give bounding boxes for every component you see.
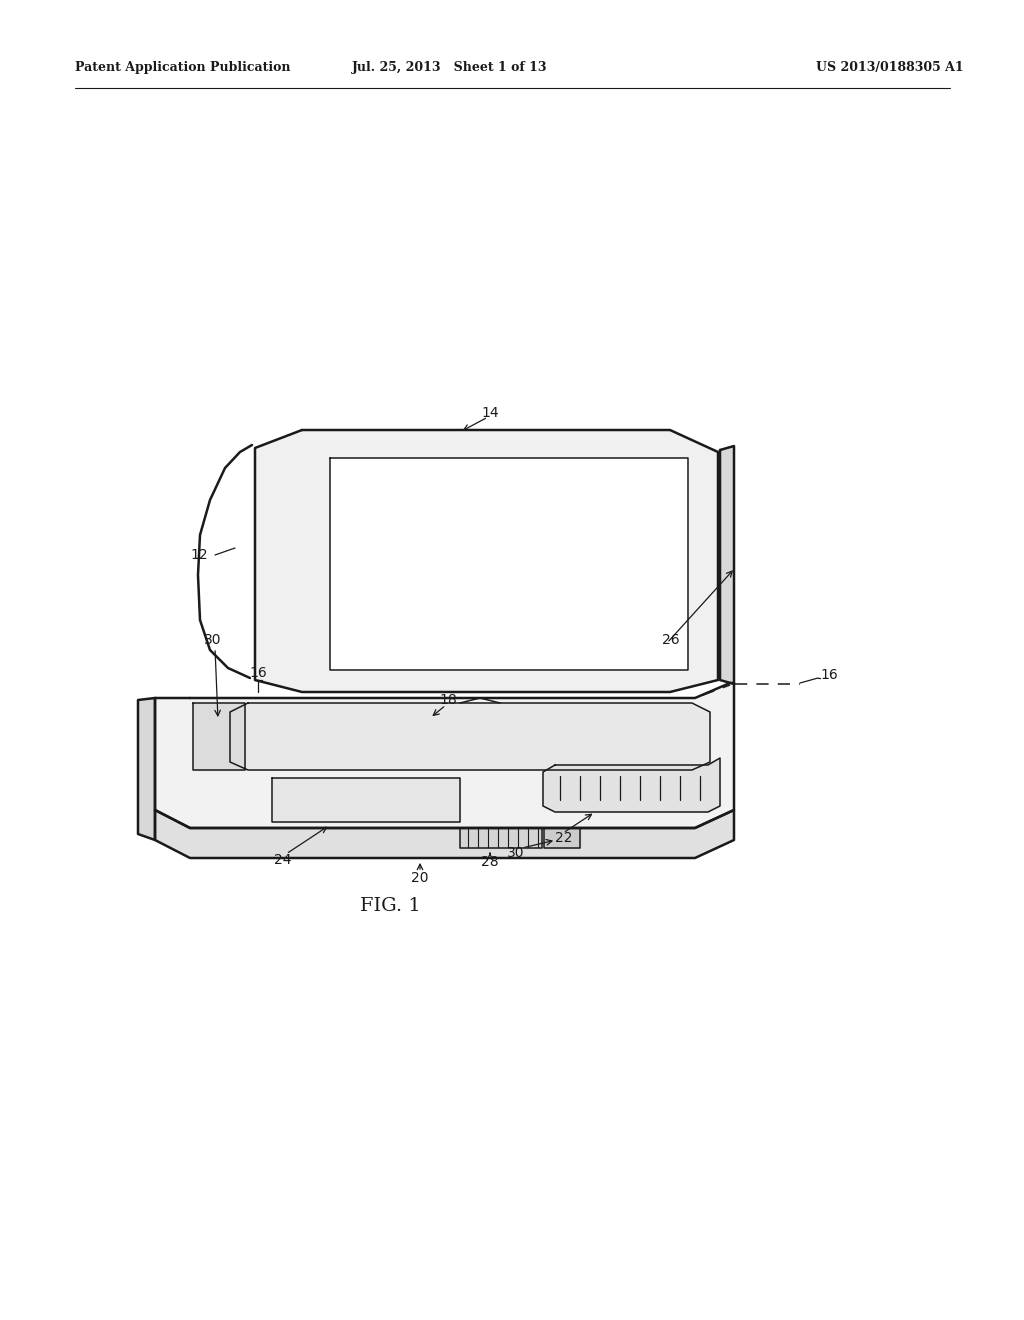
- Text: 30: 30: [204, 634, 222, 647]
- Polygon shape: [155, 682, 734, 828]
- Text: 30: 30: [507, 846, 524, 861]
- Text: 22: 22: [555, 832, 572, 845]
- Text: 20: 20: [412, 871, 429, 884]
- Polygon shape: [460, 828, 542, 847]
- Polygon shape: [138, 698, 155, 840]
- Polygon shape: [155, 810, 734, 858]
- Text: 16: 16: [820, 668, 838, 682]
- Text: US 2013/0188305 A1: US 2013/0188305 A1: [816, 62, 964, 74]
- Polygon shape: [544, 828, 580, 847]
- Polygon shape: [230, 704, 710, 770]
- Text: 16: 16: [249, 667, 267, 680]
- Polygon shape: [255, 430, 718, 692]
- Polygon shape: [720, 446, 734, 684]
- Text: 18: 18: [439, 693, 457, 708]
- Text: FIG. 1: FIG. 1: [359, 898, 421, 915]
- Polygon shape: [543, 758, 720, 812]
- Text: 14: 14: [481, 407, 499, 420]
- Polygon shape: [272, 777, 460, 822]
- Text: 28: 28: [481, 855, 499, 869]
- Text: 26: 26: [662, 634, 680, 647]
- Polygon shape: [193, 704, 245, 770]
- Text: 12: 12: [190, 548, 208, 562]
- Text: Patent Application Publication: Patent Application Publication: [75, 62, 291, 74]
- Text: 24: 24: [274, 853, 292, 867]
- Polygon shape: [330, 458, 688, 671]
- Text: Jul. 25, 2013   Sheet 1 of 13: Jul. 25, 2013 Sheet 1 of 13: [352, 62, 548, 74]
